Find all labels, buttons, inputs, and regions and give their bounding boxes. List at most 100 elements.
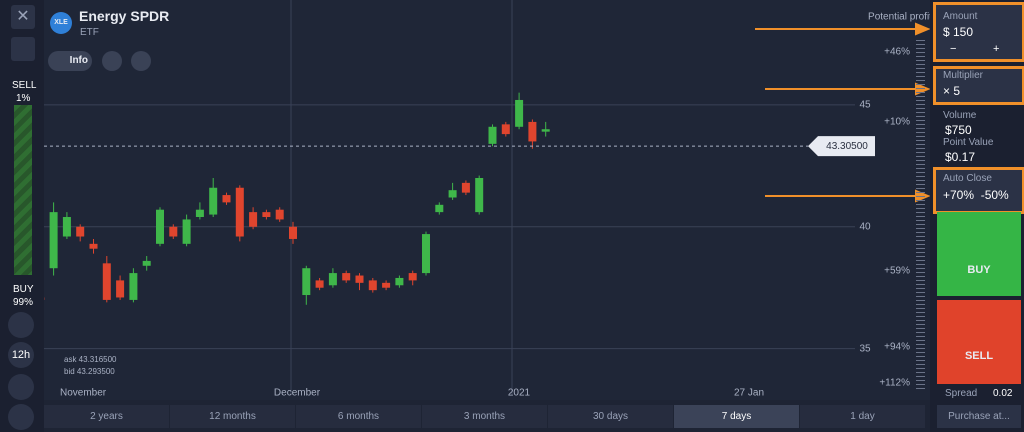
- candle-body: [368, 280, 377, 291]
- buy-button[interactable]: BUY: [937, 212, 1021, 296]
- candle-body: [328, 273, 337, 286]
- amount-box[interactable]: [933, 2, 1024, 62]
- candle-body: [49, 212, 58, 269]
- candle-body: [102, 263, 111, 300]
- candle-body: [515, 99, 524, 127]
- potential-profit: Potential profit: [868, 12, 930, 23]
- volume-label: Volume: [943, 110, 977, 121]
- candle-body: [62, 217, 71, 237]
- current-price: 43.30500: [826, 141, 868, 152]
- candle-body: [289, 226, 297, 239]
- collapse-button[interactable]: [11, 37, 35, 61]
- candle-body: [275, 209, 284, 220]
- candle-body: [195, 209, 204, 218]
- candle-body: [89, 243, 98, 249]
- range-button[interactable]: 30 days: [548, 405, 673, 428]
- range-button[interactable]: 3 months: [422, 405, 547, 428]
- y-tick-label: 35: [859, 343, 871, 354]
- candle-body: [222, 195, 231, 203]
- candle-body: [448, 190, 457, 198]
- sell-label: SELL: [12, 80, 37, 91]
- multiplier-box[interactable]: [933, 66, 1024, 105]
- spread: 0.02: [993, 388, 1013, 399]
- candle-body: [408, 273, 417, 281]
- ask: ask 43.316500: [64, 355, 117, 364]
- close-button[interactable]: ✕: [11, 5, 35, 29]
- auto-close-box[interactable]: [933, 167, 1024, 214]
- y-tick-label: 45: [859, 99, 871, 110]
- range-button[interactable]: 7 days: [674, 405, 799, 428]
- candle-body: [116, 280, 125, 298]
- date-label: 2021: [508, 388, 531, 399]
- candle-body: [169, 226, 178, 237]
- date-label: 27 Jan: [734, 388, 764, 399]
- candle-body: [461, 182, 470, 193]
- favorite-button[interactable]: [131, 51, 151, 71]
- sell-button[interactable]: SELL: [937, 300, 1021, 384]
- asset-badge: XLE: [50, 12, 72, 34]
- alert-button[interactable]: [102, 51, 122, 71]
- timeframe-button[interactable]: 12h: [8, 342, 34, 368]
- profit-label: +112%: [879, 378, 910, 389]
- candle-body: [475, 177, 484, 213]
- amount: $ 150: [943, 25, 974, 39]
- volume: $750: [945, 123, 972, 137]
- amount-label: Amount: [943, 11, 978, 22]
- range-button[interactable]: 12 months: [170, 405, 295, 428]
- candle-body: [315, 280, 324, 288]
- range-button[interactable]: 1 day: [800, 405, 925, 428]
- profit-label: +10%: [884, 117, 910, 128]
- chart-bg: [0, 0, 930, 400]
- candle-body: [528, 121, 537, 142]
- candle-body: [209, 187, 218, 215]
- buy-label: BUY: [13, 284, 34, 295]
- bid: bid 43.293500: [64, 367, 115, 376]
- indicators-button[interactable]: [8, 404, 34, 430]
- profit-label: +94%: [884, 342, 910, 353]
- date-label: December: [274, 388, 321, 399]
- info-button[interactable]: Info: [48, 51, 92, 71]
- amount-plus[interactable]: +: [993, 43, 1000, 55]
- spread-label: Spread: [945, 388, 978, 399]
- candle-body: [435, 204, 444, 213]
- auto-close: +70% -50%: [943, 188, 1009, 202]
- profit-label: +59%: [884, 266, 910, 277]
- date-label: November: [60, 388, 107, 399]
- candle-body: [129, 273, 138, 300]
- candle-body: [262, 212, 271, 218]
- candle-body: [156, 209, 164, 244]
- candle-body: [422, 234, 430, 274]
- sell-pct: 1%: [16, 93, 31, 104]
- point-value: $0.17: [945, 150, 976, 164]
- candle-body: [142, 260, 151, 266]
- draw-button[interactable]: [8, 374, 34, 400]
- candle-body: [355, 275, 364, 283]
- candle-body: [382, 282, 391, 288]
- range-button[interactable]: 2 years: [44, 405, 169, 428]
- candle-body: [76, 226, 85, 237]
- buy-pct: 99%: [13, 297, 34, 308]
- candle-body: [501, 124, 510, 135]
- asset-type: ETF: [80, 27, 99, 38]
- profit-label: +46%: [884, 47, 910, 58]
- price-ruler: [916, 40, 925, 390]
- current-price-tag: [808, 136, 875, 157]
- chart: November December 2021 27 Jan Potential …: [0, 0, 930, 400]
- candle-body: [541, 129, 550, 132]
- range-button[interactable]: 6 months: [296, 405, 421, 428]
- sentiment-bar: [14, 105, 32, 275]
- amount-minus[interactable]: −: [950, 43, 957, 55]
- point-value-label: Point Value: [943, 137, 994, 148]
- auto-close-label: Auto Close: [943, 173, 992, 184]
- candle-body: [249, 212, 258, 227]
- candle-body: [235, 187, 244, 237]
- y-tick-label: 40: [859, 221, 871, 232]
- chart-type-button[interactable]: [8, 312, 34, 338]
- candle-body: [488, 126, 497, 144]
- asset-title[interactable]: Energy SPDR: [79, 8, 170, 24]
- purchase-button[interactable]: Purchase at...: [937, 405, 1021, 428]
- candle-body: [302, 268, 311, 296]
- candle-body: [182, 219, 191, 244]
- candle-body: [342, 273, 351, 281]
